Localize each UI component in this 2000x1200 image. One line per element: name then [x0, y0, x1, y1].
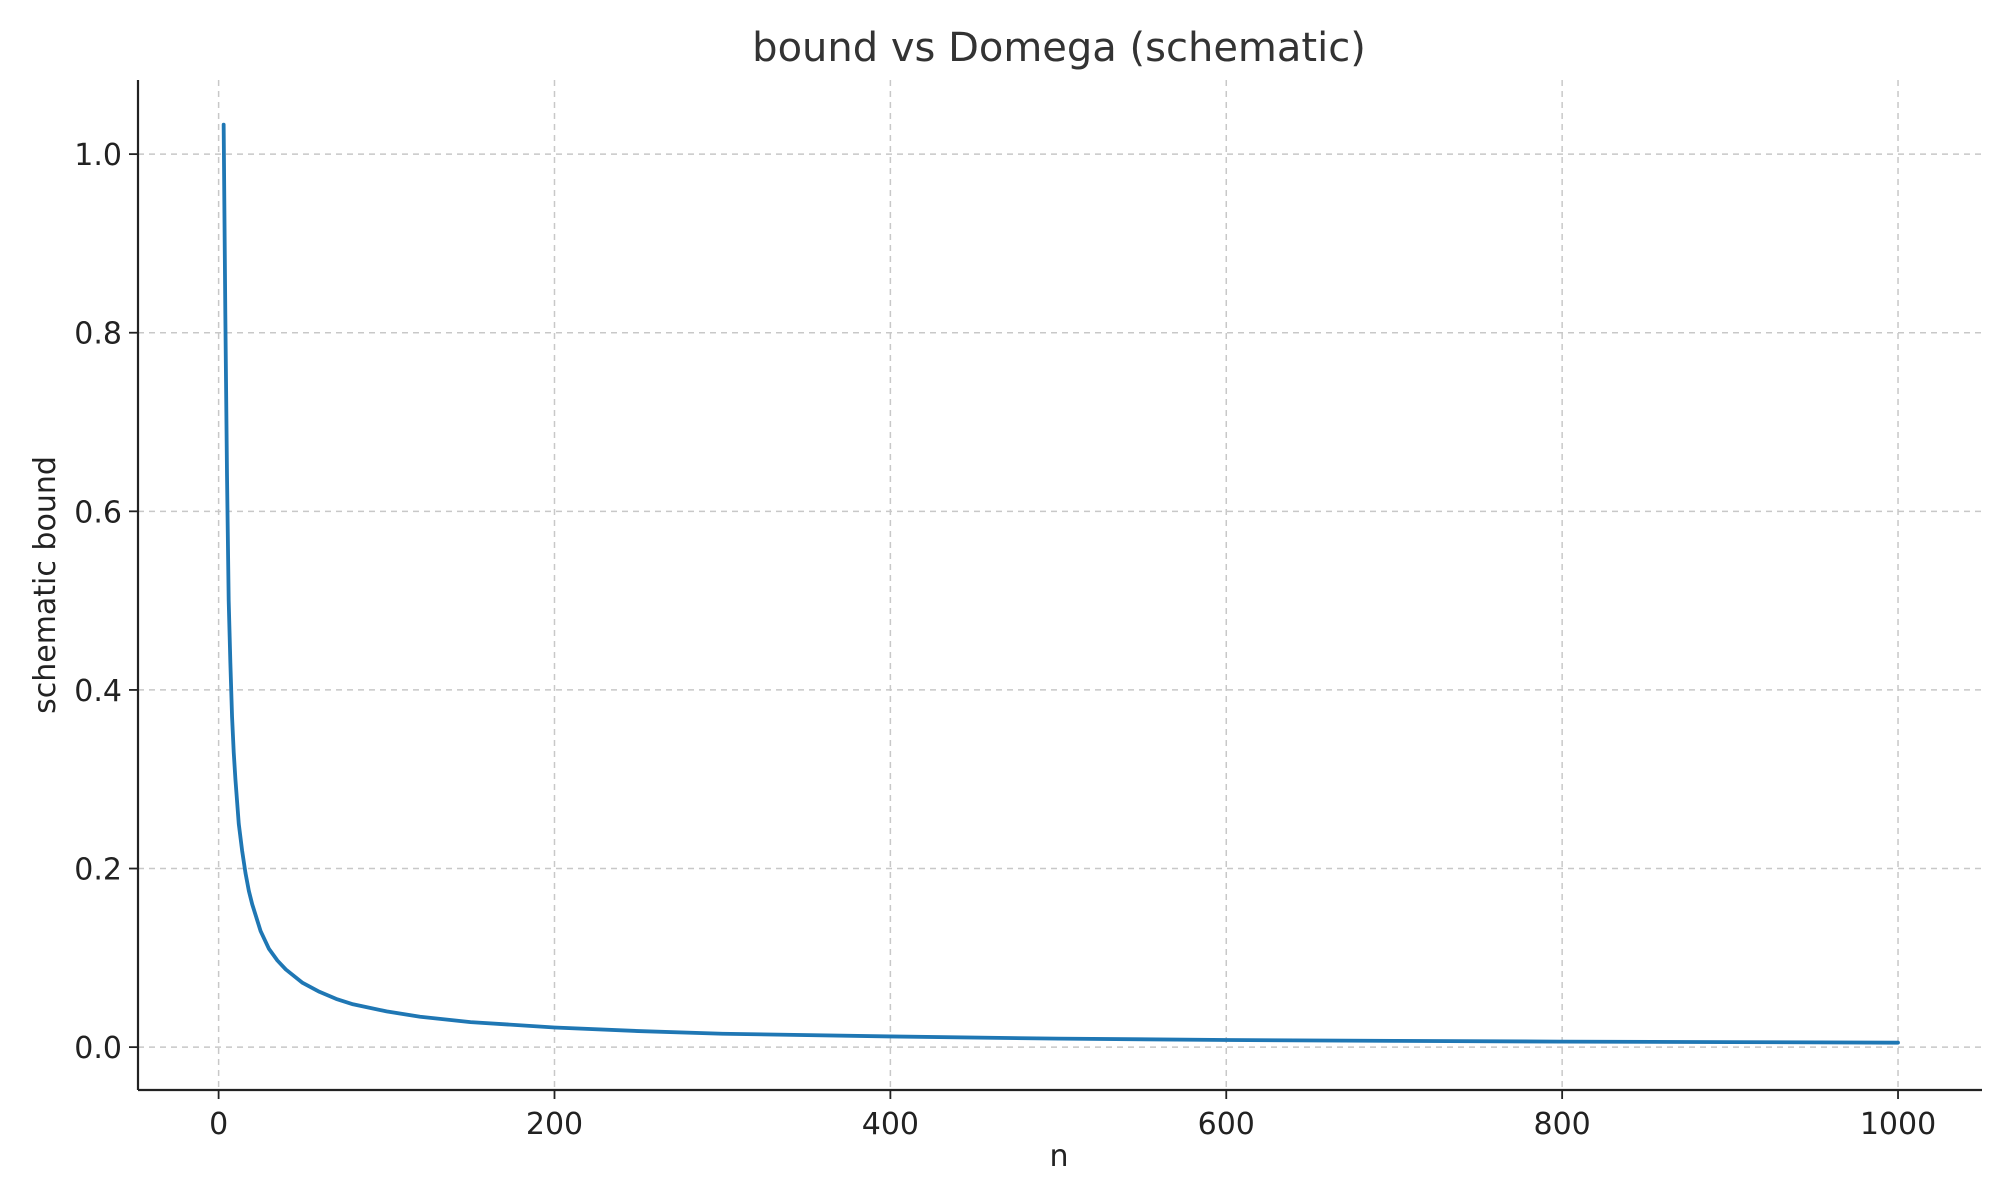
chart-title: bound vs Domega (schematic): [752, 25, 1366, 71]
series-line-0: [221, 122, 1900, 1045]
y-tick-label-3: 0.6: [74, 495, 122, 530]
ticks: 0 200 400 600 800 1000 0.0 0.2 0.4 0.6 0.8 1.0: [74, 138, 1936, 1142]
y-tick-label-1: 0.2: [74, 853, 122, 888]
grid: [138, 80, 1982, 1090]
x-tick-label-1: 200: [526, 1107, 583, 1142]
x-tick-label-0: 0: [209, 1107, 228, 1142]
x-tick-label-4: 800: [1534, 1107, 1591, 1142]
x-tick-label-5: 1000: [1860, 1107, 1936, 1142]
y-tick-label-2: 0.4: [74, 674, 122, 709]
y-tick-label-4: 0.8: [74, 317, 122, 352]
series-layer: [221, 122, 1900, 1045]
x-axis-label: n: [1049, 1139, 1068, 1174]
y-axis-label: schematic bound: [28, 456, 63, 714]
x-tick-label-3: 600: [1198, 1107, 1255, 1142]
y-tick-label-5: 1.0: [74, 138, 122, 173]
y-tick-label-0: 0.0: [74, 1031, 122, 1066]
axes: [136, 80, 1982, 1092]
x-tick-label-2: 400: [862, 1107, 919, 1142]
